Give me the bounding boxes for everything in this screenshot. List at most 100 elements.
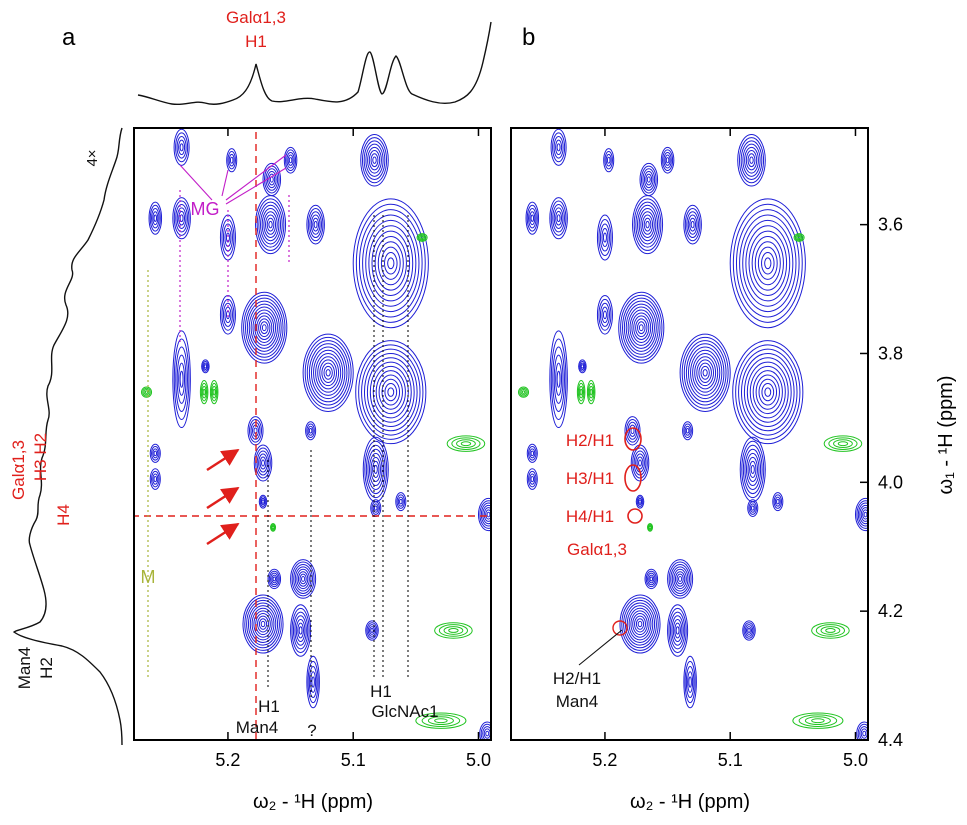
contour-peak-a-24 bbox=[399, 498, 403, 505]
contour-peak-a-7 bbox=[255, 195, 287, 255]
contour-peak-a-18 bbox=[255, 447, 271, 479]
contour-peak-b-17 bbox=[628, 424, 637, 437]
contour-peak-b-9 bbox=[749, 156, 754, 164]
contour-peak-a-4 bbox=[152, 211, 159, 226]
contour-peak-b-7 bbox=[637, 204, 659, 245]
contour-peak-b-14 bbox=[732, 340, 804, 445]
negative-contour-a-1 bbox=[212, 388, 216, 396]
contour-peak-b-17 bbox=[624, 416, 641, 446]
negative-contour-a-3 bbox=[446, 435, 486, 452]
contour-peak-b-20 bbox=[529, 448, 536, 459]
contour-peak-b-7 bbox=[635, 201, 660, 248]
panel-b-contours bbox=[518, 128, 868, 740]
negative-contour-b-7 bbox=[647, 524, 653, 531]
contour-peak-b-28 bbox=[619, 594, 661, 654]
contour-peak-a-32 bbox=[306, 655, 320, 709]
contour-peak-b-11 bbox=[599, 302, 610, 327]
contour-peak-a-14 bbox=[369, 361, 412, 423]
contour-peak-a-15 bbox=[178, 362, 186, 396]
contour-peak-b-27 bbox=[671, 566, 689, 592]
contour-peak-a-23 bbox=[364, 440, 388, 499]
contour-peak-a-28 bbox=[242, 594, 284, 654]
negative-contour-a-0 bbox=[202, 388, 206, 396]
contour-peak-a-14 bbox=[358, 344, 424, 440]
contour-peak-a-23 bbox=[372, 460, 380, 478]
man4-h2-left-label: H2 bbox=[37, 657, 56, 679]
negative-contour-a-5 bbox=[434, 622, 473, 639]
contour-peak-a-13 bbox=[325, 369, 331, 377]
contour-peak-a-10 bbox=[387, 257, 395, 270]
contour-peak-b-29 bbox=[674, 622, 681, 639]
contour-peak-a-28 bbox=[257, 615, 269, 633]
gal-h1-label-h1: H1 bbox=[245, 32, 267, 51]
contour-peak-b-4 bbox=[526, 204, 538, 232]
contour-peak-b-19 bbox=[685, 428, 690, 434]
contour-peak-b-12 bbox=[633, 315, 650, 341]
contour-peak-b-21 bbox=[526, 468, 538, 490]
contour-peak-b-23 bbox=[741, 440, 765, 499]
contour-peak-b-12 bbox=[637, 321, 646, 335]
contour-peak-a-27 bbox=[290, 559, 317, 599]
negative-contour-b-2 bbox=[521, 390, 526, 394]
contour-peak-a-4 bbox=[148, 201, 163, 235]
contour-peak-a-2 bbox=[283, 146, 298, 174]
contour-peak-b-5 bbox=[556, 214, 561, 223]
contour-peak-b-12 bbox=[627, 306, 655, 349]
contour-peak-b-26 bbox=[863, 511, 868, 518]
contour-peak-b-22 bbox=[636, 496, 644, 507]
contour-peak-a-14 bbox=[378, 374, 403, 410]
negative-contour-a-6 bbox=[434, 718, 448, 724]
contour-peak-b-32 bbox=[688, 676, 692, 688]
contour-peak-b-7 bbox=[633, 198, 662, 251]
contour-peak-a-32 bbox=[310, 671, 317, 693]
contour-peak-a-19 bbox=[307, 425, 314, 436]
gal-h3h2-label: H3 H2 bbox=[31, 433, 50, 481]
contour-peak-a-2 bbox=[287, 154, 294, 166]
contour-peak-b-26 bbox=[856, 500, 868, 529]
contour-peak-a-16 bbox=[202, 361, 209, 372]
contour-peak-b-3 bbox=[640, 165, 657, 194]
contour-peak-b-25 bbox=[747, 499, 759, 517]
contour-peak-a-12 bbox=[250, 306, 278, 349]
glcnac-h1-label: H1 bbox=[370, 682, 392, 701]
contour-peak-a-28 bbox=[246, 599, 280, 649]
negative-contour-a-4 bbox=[416, 233, 428, 242]
x-tick-label-a-0: 5.2 bbox=[215, 750, 240, 770]
contour-peak-b-12 bbox=[638, 324, 644, 332]
contour-peak-b-11 bbox=[602, 310, 607, 320]
contour-peak-b-15 bbox=[549, 330, 568, 429]
contour-peak-a-5 bbox=[179, 214, 184, 223]
contour-peak-a-26 bbox=[485, 509, 491, 520]
contour-peak-b-3 bbox=[646, 176, 651, 183]
contour-peak-b-0 bbox=[556, 143, 561, 152]
contour-peak-a-23 bbox=[368, 452, 383, 487]
contour-peak-a-10 bbox=[380, 246, 401, 280]
contour-peak-a-15 bbox=[179, 370, 184, 388]
contour-peak-b-33 bbox=[857, 723, 868, 740]
contour-peak-b-13 bbox=[681, 336, 729, 409]
contour-peak-b-23 bbox=[742, 444, 763, 495]
negative-contour-b-7 bbox=[648, 525, 652, 529]
contour-peak-b-29 bbox=[668, 607, 687, 654]
contour-peak-a-27 bbox=[294, 566, 312, 592]
contour-peak-a-20 bbox=[151, 446, 160, 461]
contour-peak-b-5 bbox=[549, 197, 568, 240]
contour-peak-a-16 bbox=[203, 364, 208, 369]
contour-peak-a-7 bbox=[263, 211, 278, 239]
contour-peak-a-24 bbox=[396, 494, 406, 509]
contour-peak-a-33 bbox=[485, 730, 490, 737]
contour-peak-b-10 bbox=[739, 214, 797, 313]
contour-peak-b-8 bbox=[690, 220, 695, 229]
contour-peak-b-7 bbox=[632, 195, 664, 255]
contour-peak-a-27 bbox=[301, 576, 306, 582]
contour-peak-b-12 bbox=[631, 312, 652, 343]
contour-peak-a-15 bbox=[175, 346, 188, 412]
contour-peak-b-28 bbox=[624, 602, 656, 646]
contour-peak-b-26 bbox=[859, 504, 868, 525]
negative-contour-a-1 bbox=[209, 380, 219, 405]
contour-peak-a-13 bbox=[304, 336, 352, 409]
contour-peak-b-7 bbox=[643, 217, 652, 232]
contour-peak-b-19 bbox=[684, 425, 691, 436]
contour-peak-b-25 bbox=[749, 503, 756, 513]
contour-peak-b-13 bbox=[690, 349, 721, 396]
